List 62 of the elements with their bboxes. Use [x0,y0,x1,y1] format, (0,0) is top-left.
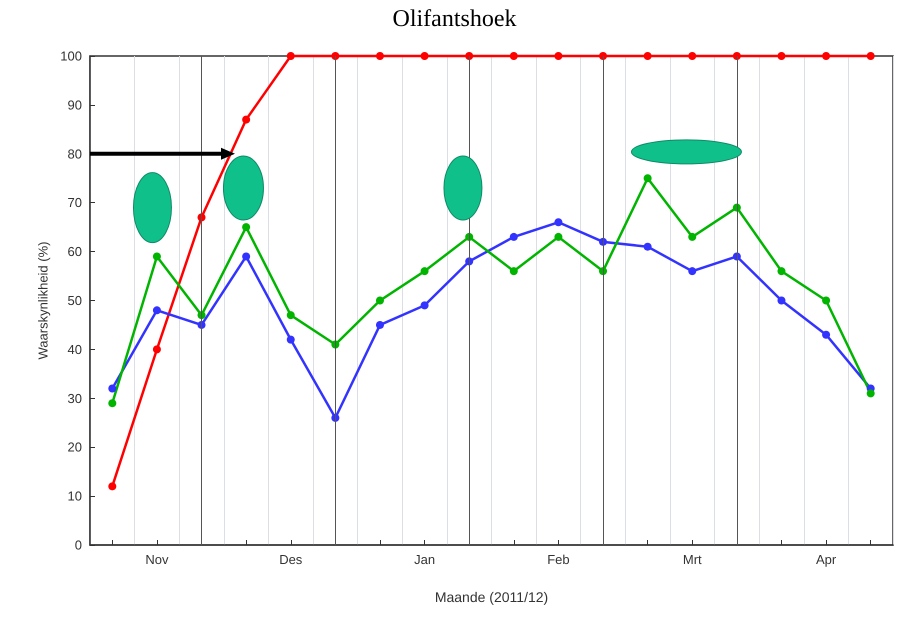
y-tick-label: 10 [68,488,82,504]
y-tick-label: 0 [74,538,82,552]
point [866,389,875,398]
x-tick-label: Feb [547,552,570,567]
point [376,320,384,329]
y-tick-label: 80 [68,146,82,162]
point [420,301,429,310]
point [644,52,652,60]
point [554,52,562,60]
point [152,306,161,314]
y-tick-label: 40 [68,342,82,357]
y-tick-label: 20 [68,440,82,455]
y-tick-label: 60 [68,244,82,260]
point [510,267,518,276]
point [554,218,562,226]
point [286,52,295,60]
point [732,52,741,60]
x-axis-title: Maande (2011/12) [434,589,548,605]
point [420,52,429,60]
point [644,242,652,251]
point [331,52,340,60]
y-tick-label: 30 [68,390,82,406]
point [644,174,652,182]
point [376,296,384,304]
point [688,52,696,60]
point [777,267,786,276]
point [866,52,875,60]
point [420,267,429,276]
y-axis-title: Waarskynlikheid (%) [35,242,50,360]
y-tick-label: 100 [60,48,82,64]
x-tick-label: Jan [414,552,436,567]
point [242,116,250,124]
point [510,232,518,241]
point [152,345,161,354]
point [554,232,562,241]
point [822,296,830,304]
point [822,52,830,60]
point [286,311,295,320]
x-tick-label: Nov [145,552,169,567]
point [822,330,830,339]
point [242,252,250,260]
point [108,482,116,490]
point [599,52,608,60]
point [108,399,116,408]
point [688,267,696,276]
point [108,384,116,393]
point [376,52,384,60]
point [777,296,786,304]
point [286,336,295,344]
point [688,232,696,241]
point [152,252,161,260]
y-tick-label: 90 [68,97,82,112]
chart-title: Olifantshoek [392,6,516,32]
x-tick-label: Apr [816,552,837,567]
point [242,223,250,232]
point [777,52,786,60]
y-tick-label: 50 [68,293,82,308]
y-tick-label: 70 [68,195,82,210]
x-tick-label: Des [279,552,303,567]
x-tick-label: Mrt [682,552,702,567]
point [510,52,518,60]
point [465,52,474,60]
